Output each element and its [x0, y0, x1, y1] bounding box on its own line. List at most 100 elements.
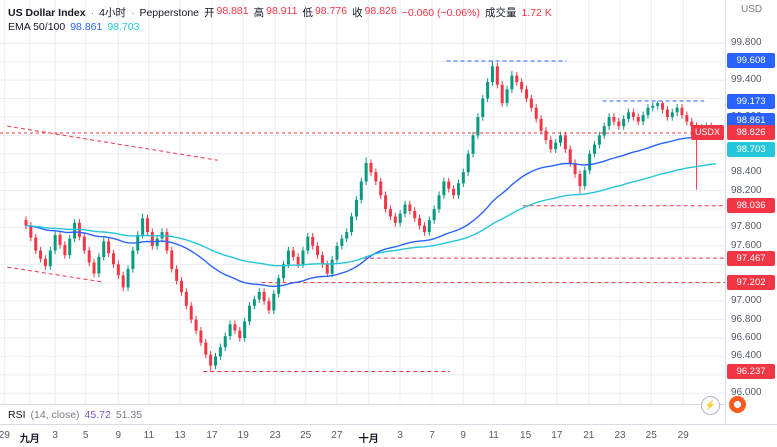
ema50-value: 98.861 [70, 21, 103, 33]
candle-body [223, 336, 227, 348]
candle-body [145, 218, 149, 233]
candle-body [636, 116, 640, 122]
rsi-pane[interactable]: RSI (14, close) 45.72 51.35 [0, 404, 734, 425]
candle-body [471, 135, 475, 154]
time-axis-label: 23 [614, 430, 626, 441]
candle-body [175, 268, 179, 281]
symbol-title[interactable]: US Dollar Index [8, 7, 86, 19]
candle-body [34, 237, 38, 251]
candle-body [510, 75, 514, 90]
candle-body [583, 170, 587, 187]
candle-body [549, 139, 553, 150]
candle-body [340, 238, 344, 246]
time-axis-label: 17 [206, 430, 218, 441]
rsi-params: (14, close) [30, 409, 80, 421]
candle-body [345, 232, 349, 239]
trendline[interactable] [7, 266, 102, 283]
price-axis-label: 96.400 [731, 350, 762, 362]
candle-body [102, 241, 106, 257]
candle-body [563, 135, 567, 150]
time-axis-label: 7 [429, 430, 435, 441]
candle-body [505, 89, 509, 104]
candle-body [437, 195, 441, 210]
candle-body [296, 256, 300, 265]
trendline[interactable] [7, 125, 218, 161]
candle-body [627, 112, 631, 119]
candle-body [452, 188, 456, 196]
candle-body [398, 213, 402, 223]
candle-body [670, 112, 674, 117]
candle-body [325, 264, 329, 274]
candle-body [267, 301, 271, 311]
quick-action-button[interactable]: ⚡ [701, 396, 720, 415]
ohlc-low: 低 98.776 [302, 5, 347, 20]
candle-body [554, 142, 558, 150]
currency-label[interactable]: USD [740, 4, 763, 15]
candle-body [155, 238, 159, 246]
price-axis[interactable]: USD 96.00096.20096.40096.60096.80097.000… [725, 0, 777, 424]
price-badge: 98.036 [727, 198, 775, 214]
candle-body [209, 354, 213, 366]
candle-body [481, 98, 485, 117]
candle-body [24, 220, 28, 226]
price-axis-label: 98.400 [731, 166, 762, 178]
price-badge: 98.861 [727, 113, 775, 129]
price-axis-label: 98.200 [731, 184, 762, 196]
time-axis-label: 九月 [19, 434, 40, 445]
candle-body [685, 115, 689, 122]
candle-body [179, 280, 183, 292]
candle-body [53, 234, 57, 251]
close-value: 98.826 [364, 5, 397, 17]
candle-body [233, 324, 237, 331]
price-axis-label: 96.800 [731, 313, 762, 325]
time-axis-label: 5 [82, 430, 89, 441]
candle-body [520, 81, 524, 90]
candle-body [306, 236, 310, 251]
candle-body [476, 116, 480, 136]
candle-body [369, 163, 373, 173]
candle-body [408, 204, 412, 211]
candle-body [447, 181, 451, 189]
time-axis-label: 11 [143, 430, 155, 441]
candle-body [617, 121, 621, 127]
candle-body [282, 264, 286, 279]
candle-body [568, 149, 572, 164]
price-badge: 99.608 [727, 53, 775, 69]
volume-label: 成交量 [484, 7, 517, 19]
time-axis[interactable]: 29 九月 3 5 9 11 13 17 19 23 25 27 十月 3 7 9 11 15 17 21 23 25 29 [0, 424, 777, 447]
ema100-line[interactable] [25, 163, 717, 267]
price-axis-label: 99.800 [731, 37, 762, 49]
time-axis-label: 27 [331, 430, 343, 441]
candle-body [131, 250, 135, 269]
candle-body [116, 264, 120, 276]
candle-body [97, 256, 101, 274]
ema-title[interactable]: EMA 50/100 [8, 21, 66, 33]
price-axis-label: 97.800 [731, 221, 762, 233]
candle-body [262, 291, 266, 302]
time-axis-label: 十月 [358, 434, 379, 445]
chart-canvas[interactable] [0, 0, 726, 404]
separator: · [130, 7, 135, 19]
price-badge: 99.173 [727, 93, 775, 109]
main-chart-pane[interactable]: US Dollar Index · 4小时 · Pepperstone 开 98.… [0, 0, 726, 404]
price-axis-label: 97.000 [731, 295, 762, 307]
candle-body [486, 81, 490, 99]
high-value: 98.911 [266, 5, 298, 17]
volume-value: 1.72 K [521, 7, 552, 19]
time-axis-label: 25 [645, 430, 657, 441]
candle-body [442, 181, 446, 196]
candle-body [495, 66, 499, 85]
candle-body [631, 112, 635, 117]
candle-body [427, 220, 431, 233]
candle-body [150, 232, 154, 246]
ema-legend-row[interactable]: EMA 50/100 98.861 98.703 [8, 21, 552, 37]
ohlc-open: 开 98.881 [204, 5, 249, 20]
interval-label[interactable]: 4小时 [99, 7, 126, 19]
candle-body [413, 210, 417, 219]
low-label: 低 [302, 7, 313, 19]
open-label: 开 [204, 7, 215, 19]
candle-body [194, 319, 198, 331]
broker-logo-button[interactable] [729, 396, 746, 413]
candle-body [272, 293, 276, 311]
rsi-title[interactable]: RSI [8, 409, 26, 421]
